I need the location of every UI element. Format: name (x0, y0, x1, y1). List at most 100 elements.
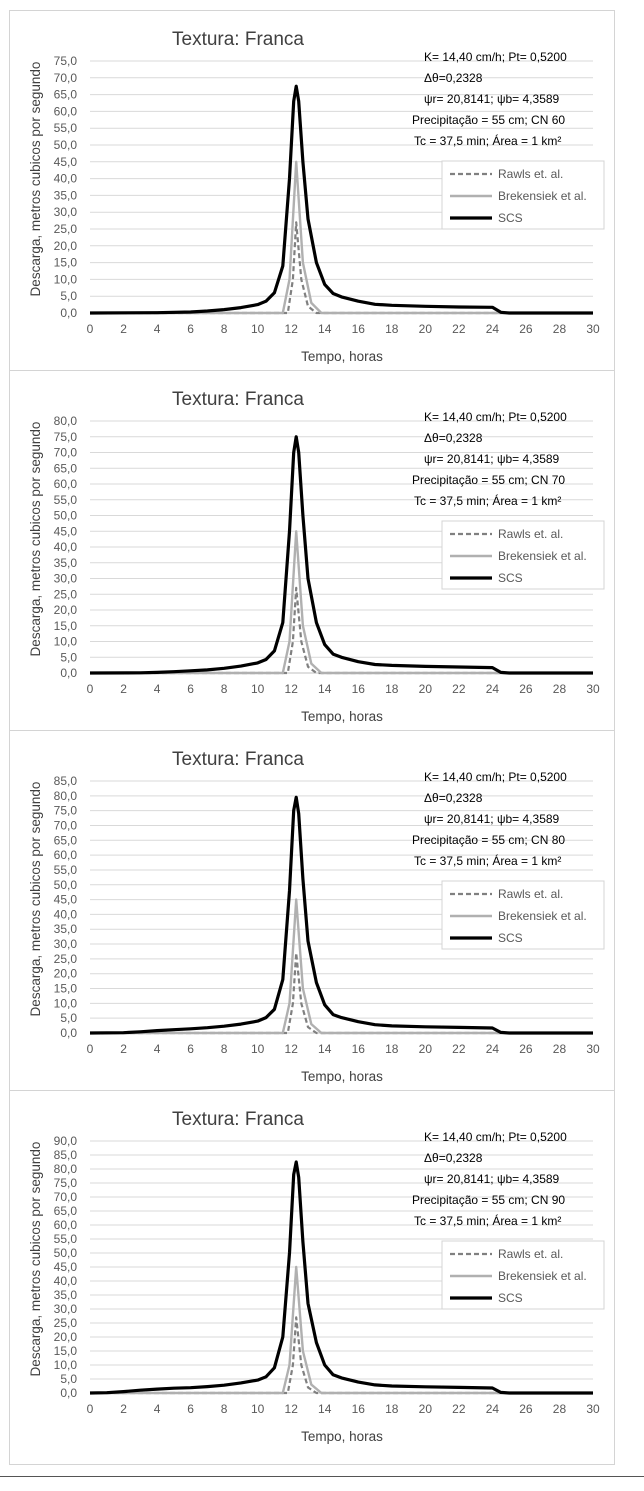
series-line-scs (89, 795, 593, 1035)
y-tick-label: 20,0 (54, 603, 78, 617)
x-tick-label: 18 (385, 1402, 399, 1416)
legend-label: SCS (498, 1291, 523, 1305)
y-tick-label: 45,0 (54, 155, 78, 169)
annotation-line: ψr= 20,8141; ψb= 4,3589 (424, 452, 560, 466)
annotation-line: K= 14,40 cm/h; Pt= 0,5200 (424, 50, 567, 64)
legend-label: Rawls et. al. (498, 167, 563, 181)
annotation-line: Tc = 37,5 min; Área = 1 km² (414, 1213, 561, 1228)
x-tick-label: 22 (452, 322, 466, 336)
y-axis-label: Descarga, metros cubicos por segundo (28, 1142, 43, 1377)
annotation-line: Precipitação = 55 cm; CN 60 (412, 113, 565, 127)
x-tick-label: 28 (553, 322, 567, 336)
y-tick-label: 60,0 (54, 1218, 78, 1232)
y-tick-label: 5,0 (60, 1372, 77, 1386)
x-tick-label: 18 (385, 682, 399, 696)
y-tick-label: 75,0 (54, 430, 78, 444)
annotation-line: K= 14,40 cm/h; Pt= 0,5200 (424, 1130, 567, 1144)
series-line-brekensiek (90, 160, 593, 315)
x-tick-label: 18 (385, 322, 399, 336)
y-tick-label: 80,0 (54, 414, 78, 428)
annotation-line: Precipitação = 55 cm; CN 80 (412, 833, 565, 847)
y-tick-label: 85,0 (54, 774, 78, 788)
y-tick-label: 30,0 (54, 1302, 78, 1316)
chart-title: Textura: Franca (172, 389, 304, 410)
x-tick-label: 16 (352, 682, 366, 696)
y-tick-label: 45,0 (54, 1260, 78, 1274)
chart-panel-1: 0,0 5,0 10,0 15,0 20,0 25,0 30,0 35,0 40,0 45,0 50… (10, 11, 614, 371)
bottom-rule (0, 1476, 644, 1477)
x-tick-label: 24 (486, 1402, 500, 1416)
x-tick-label: 0 (87, 1402, 94, 1416)
legend-label: Rawls et. al. (498, 887, 563, 901)
x-axis-label: Tempo, horas (301, 709, 383, 724)
chart-title: Textura: Franca (172, 749, 304, 770)
x-tick-label: 22 (452, 1402, 466, 1416)
x-tick-label: 8 (221, 322, 228, 336)
y-tick-label: 60,0 (54, 477, 78, 491)
x-tick-label: 30 (586, 322, 600, 336)
x-tick-label: 26 (519, 322, 533, 336)
y-tick-label: 20,0 (54, 1330, 78, 1344)
x-tick-label: 14 (318, 682, 332, 696)
chart-title: Textura: Franca (172, 29, 304, 50)
annotation-line: ψr= 20,8141; ψb= 4,3589 (424, 92, 560, 106)
x-tick-label: 2 (120, 1402, 127, 1416)
series-line-brekensiek (90, 898, 593, 1035)
x-tick-label: 2 (120, 682, 127, 696)
annotation-line: Δθ=0,2328 (424, 71, 483, 85)
x-tick-label: 30 (586, 1402, 600, 1416)
y-tick-label: 40,0 (54, 172, 78, 186)
x-tick-label: 12 (285, 682, 299, 696)
x-axis-label: Tempo, horas (301, 349, 383, 364)
x-tick-label: 22 (452, 682, 466, 696)
x-tick-label: 14 (318, 1402, 332, 1416)
x-tick-label: 4 (154, 1042, 161, 1056)
x-tick-label: 20 (419, 1042, 433, 1056)
y-tick-label: 75,0 (54, 804, 78, 818)
y-tick-label: 90,0 (54, 1134, 78, 1148)
x-tick-label: 24 (486, 682, 500, 696)
x-tick-label: 10 (251, 1402, 265, 1416)
legend: Rawls et. al. Brekensiek et al. SCS (441, 880, 605, 950)
x-tick-label: 6 (187, 1402, 194, 1416)
y-tick-label: 80,0 (54, 789, 78, 803)
x-tick-label: 4 (154, 322, 161, 336)
x-tick-label: 16 (352, 1042, 366, 1056)
series-line-brekensiek (90, 1265, 593, 1395)
chart-title: Textura: Franca (172, 1109, 304, 1130)
y-tick-label: 35,0 (54, 1288, 78, 1302)
series-line-scs (89, 84, 593, 315)
x-tick-label: 28 (553, 1042, 567, 1056)
annotation-line: Δθ=0,2328 (424, 791, 483, 805)
annotation-line: ψr= 20,8141; ψb= 4,3589 (424, 1172, 560, 1186)
x-tick-label: 6 (187, 682, 194, 696)
y-tick-label: 55,0 (54, 863, 78, 877)
x-tick-label: 22 (452, 1042, 466, 1056)
legend-label: Rawls et. al. (498, 527, 563, 541)
series-line-rawls (90, 221, 593, 315)
legend-label: SCS (498, 211, 523, 225)
x-tick-label: 18 (385, 1042, 399, 1056)
y-tick-label: 65,0 (54, 88, 78, 102)
y-tick-label: 0,0 (60, 306, 77, 320)
x-tick-label: 0 (87, 682, 94, 696)
series-line-rawls (90, 586, 593, 675)
chart-panel-3: 0,0 5,0 10,0 15,0 20,0 25,0 30,0 35,0 40,0 45,0 50… (10, 731, 614, 1091)
legend-label: SCS (498, 931, 523, 945)
series-line-brekensiek (90, 530, 593, 675)
y-tick-label: 60,0 (54, 104, 78, 118)
x-axis-label: Tempo, horas (301, 1069, 383, 1084)
y-tick-label: 80,0 (54, 1162, 78, 1176)
y-tick-label: 50,0 (54, 878, 78, 892)
y-tick-label: 35,0 (54, 922, 78, 936)
y-tick-label: 70,0 (54, 818, 78, 832)
chart-panel-4: 0,0 5,0 10,0 15,0 20,0 25,0 30,0 35,0 40,0 45,0 50… (10, 1091, 614, 1451)
y-tick-label: 15,0 (54, 1344, 78, 1358)
y-tick-label: 60,0 (54, 848, 78, 862)
y-tick-label: 70,0 (54, 71, 78, 85)
y-tick-label: 20,0 (54, 239, 78, 253)
legend: Rawls et. al. Brekensiek et al. SCS (441, 160, 605, 230)
legend-label: Brekensiek et al. (498, 549, 587, 563)
x-tick-label: 8 (221, 1402, 228, 1416)
y-tick-label: 30,0 (54, 205, 78, 219)
